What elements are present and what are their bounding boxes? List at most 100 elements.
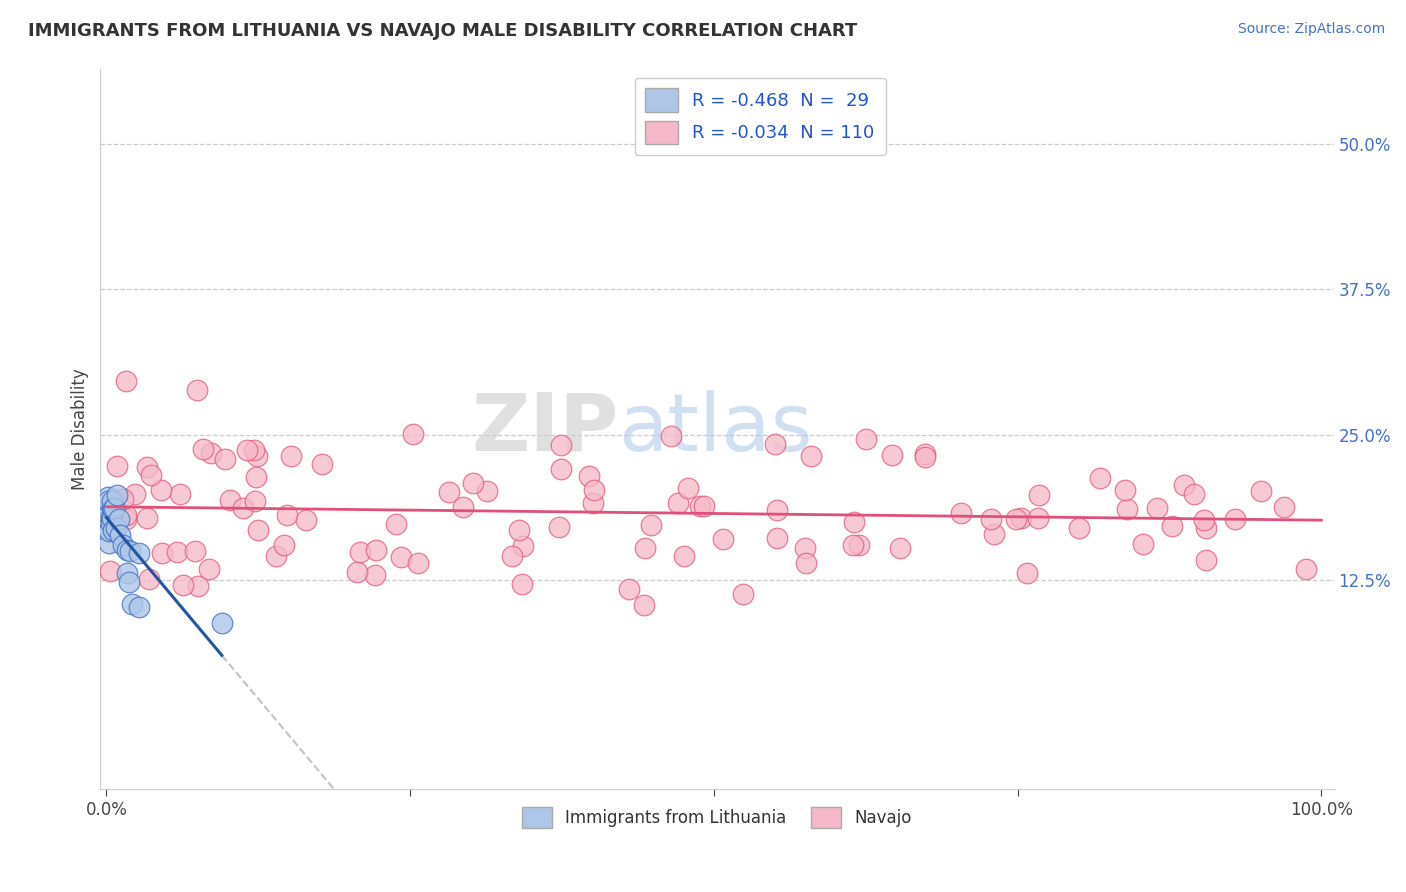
Point — [711, 533, 734, 547]
Point — [402, 426, 425, 441]
Point — [1004, 512, 1026, 526]
Point — [676, 481, 699, 495]
Point — [633, 598, 655, 612]
Point — [1026, 511, 1049, 525]
Text: ZIP: ZIP — [471, 390, 619, 468]
Point — [880, 448, 903, 462]
Point — [548, 520, 571, 534]
Point — [98, 565, 121, 579]
Point — [800, 449, 823, 463]
Point — [218, 492, 240, 507]
Point — [115, 566, 138, 580]
Point — [97, 494, 120, 508]
Point — [232, 500, 254, 515]
Point — [100, 516, 122, 530]
Point — [1115, 502, 1137, 516]
Point — [118, 544, 141, 558]
Point — [103, 523, 125, 537]
Point — [512, 539, 534, 553]
Point — [97, 536, 120, 550]
Point — [672, 549, 695, 564]
Point — [1010, 511, 1032, 525]
Point — [98, 524, 121, 538]
Point — [1028, 488, 1050, 502]
Point — [640, 518, 662, 533]
Point — [276, 508, 298, 523]
Point — [501, 549, 523, 564]
Point — [311, 457, 333, 471]
Point — [115, 374, 138, 388]
Point — [1173, 478, 1195, 492]
Point — [1195, 520, 1218, 534]
Point — [97, 503, 120, 517]
Text: IMMIGRANTS FROM LITHUANIA VS NAVAJO MALE DISABILITY CORRELATION CHART: IMMIGRANTS FROM LITHUANIA VS NAVAJO MALE… — [28, 22, 858, 40]
Point — [150, 483, 173, 497]
Point — [842, 515, 865, 529]
Point — [105, 521, 128, 535]
Point — [1132, 537, 1154, 551]
Point — [124, 487, 146, 501]
Point — [794, 541, 817, 555]
Point — [243, 442, 266, 457]
Point — [1146, 500, 1168, 515]
Point — [169, 487, 191, 501]
Point — [841, 538, 863, 552]
Point — [914, 450, 936, 464]
Point — [731, 586, 754, 600]
Point — [111, 491, 134, 506]
Point — [101, 494, 124, 508]
Point — [666, 496, 689, 510]
Point — [364, 567, 387, 582]
Point — [389, 549, 412, 564]
Point — [765, 503, 787, 517]
Point — [364, 542, 387, 557]
Point — [97, 500, 120, 514]
Point — [295, 513, 318, 527]
Point — [914, 447, 936, 461]
Point — [550, 462, 572, 476]
Point — [245, 470, 267, 484]
Point — [115, 543, 138, 558]
Legend: Immigrants from Lithuania, Navajo: Immigrants from Lithuania, Navajo — [515, 800, 918, 835]
Point — [110, 528, 132, 542]
Text: Source: ZipAtlas.com: Source: ZipAtlas.com — [1237, 22, 1385, 37]
Point — [138, 572, 160, 586]
Point — [214, 452, 236, 467]
Point — [510, 576, 533, 591]
Point — [115, 508, 138, 523]
Point — [136, 459, 159, 474]
Point — [1069, 521, 1091, 535]
Point — [550, 438, 572, 452]
Point — [139, 468, 162, 483]
Point — [617, 582, 640, 597]
Point — [406, 556, 429, 570]
Point — [461, 475, 484, 490]
Point — [578, 469, 600, 483]
Point — [1017, 566, 1039, 580]
Point — [980, 512, 1002, 526]
Point — [103, 493, 125, 508]
Point — [848, 538, 870, 552]
Point — [1182, 487, 1205, 501]
Point — [634, 541, 657, 555]
Point — [1295, 561, 1317, 575]
Point — [689, 500, 711, 514]
Point — [187, 579, 209, 593]
Point — [108, 512, 131, 526]
Point — [1161, 519, 1184, 533]
Point — [150, 546, 173, 560]
Point — [211, 615, 233, 630]
Point — [273, 538, 295, 552]
Point — [983, 526, 1005, 541]
Point — [349, 545, 371, 559]
Y-axis label: Male Disability: Male Disability — [72, 368, 89, 490]
Point — [183, 543, 205, 558]
Point — [582, 496, 605, 510]
Point — [191, 442, 214, 457]
Point — [1088, 471, 1111, 485]
Point — [794, 556, 817, 570]
Point — [1192, 513, 1215, 527]
Point — [105, 488, 128, 502]
Point — [280, 449, 302, 463]
Point — [135, 510, 157, 524]
